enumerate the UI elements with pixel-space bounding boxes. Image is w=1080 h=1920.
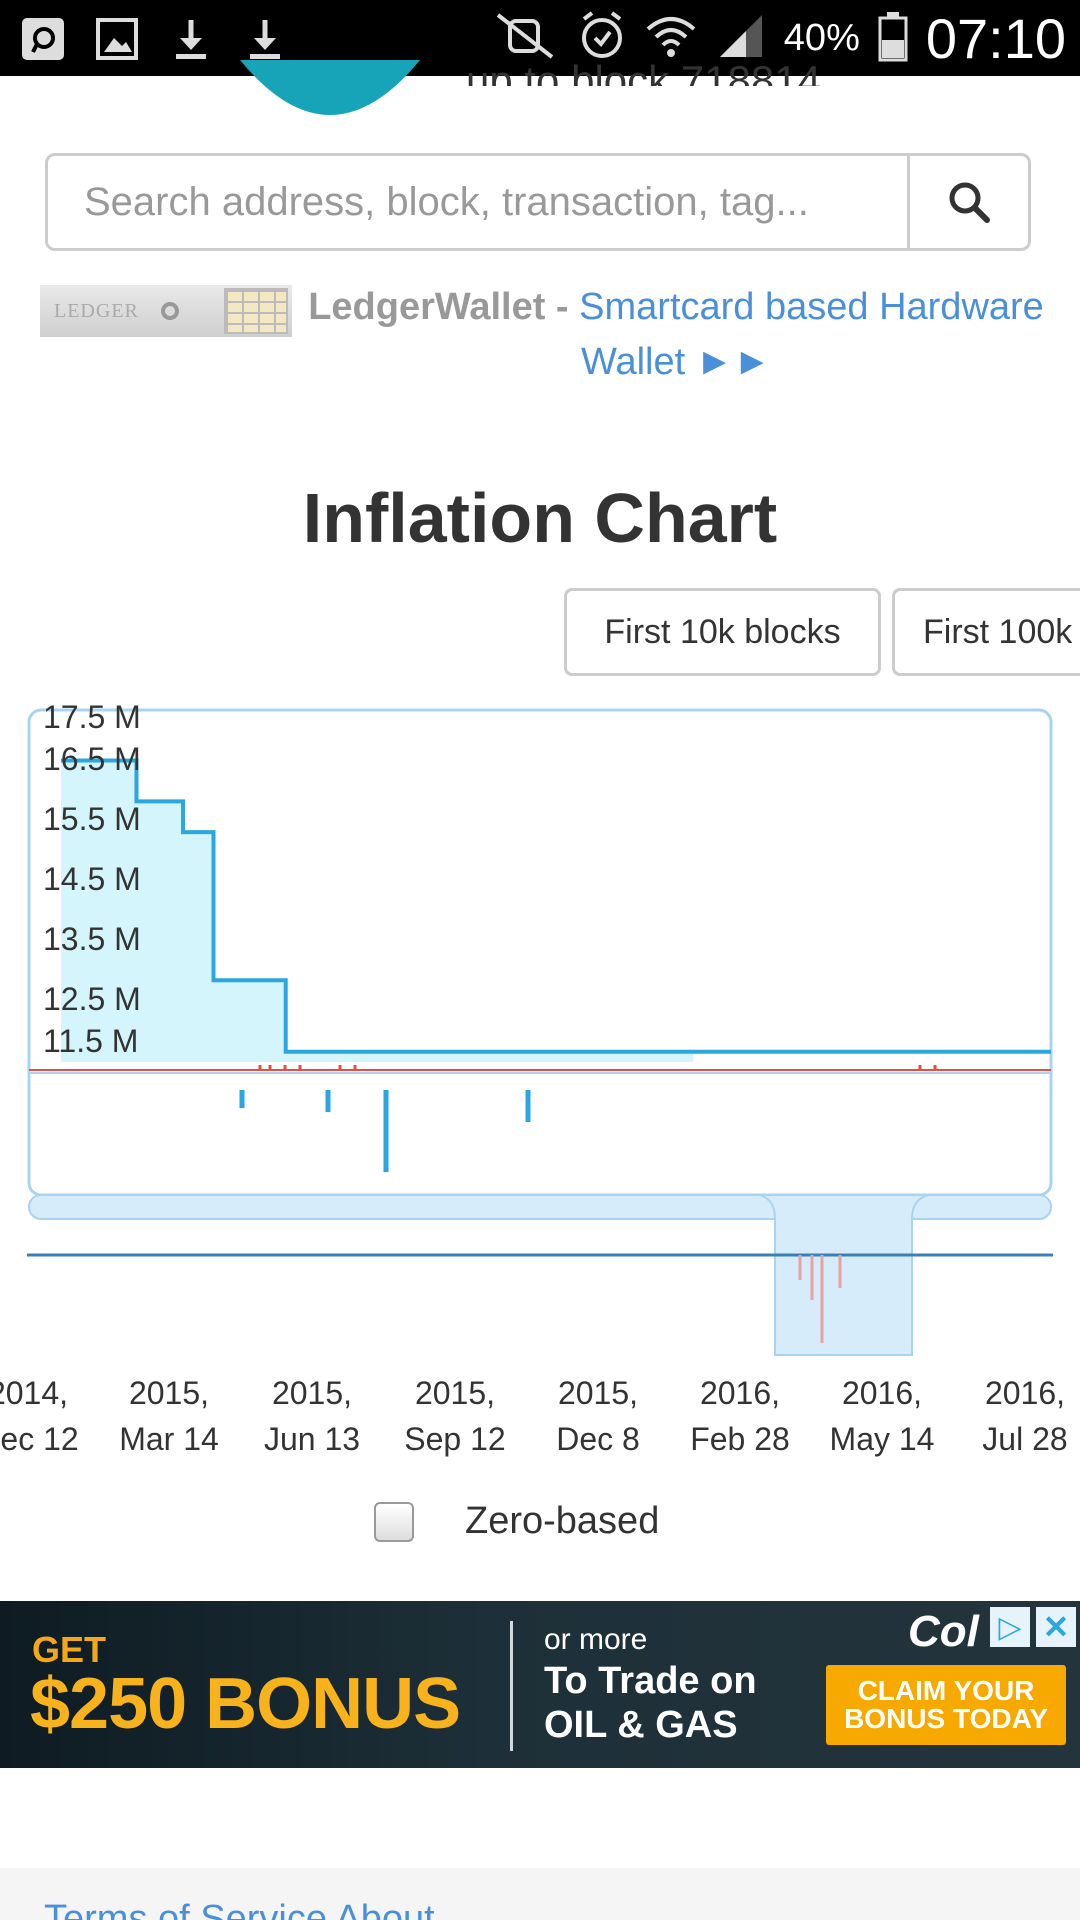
search-icon: [949, 182, 990, 223]
x-tick-label-line: 2016,: [699, 1375, 781, 1411]
ad-divider: [510, 1621, 513, 1751]
y-tick-label: 11.5 M: [43, 1023, 138, 1059]
site-logo[interactable]: [240, 60, 420, 116]
wifi-icon: [644, 11, 698, 66]
download-icon: [166, 14, 216, 64]
notification-icons: [18, 14, 290, 64]
x-tick-label-line: Dec 12: [0, 1421, 79, 1457]
zero-based-label: Zero-based: [465, 1500, 660, 1542]
ledger-ad-text: LedgerWallet - Smartcard based Hardware …: [302, 280, 1050, 390]
first-100k-blocks-button[interactable]: First 100k blocks: [892, 588, 1080, 676]
x-tick-label-line: 2015,: [128, 1375, 210, 1411]
x-tick-label: 2016, Feb 28: [670, 1370, 810, 1462]
ad-brand: Col: [908, 1607, 979, 1656]
ledger-separator: -: [545, 286, 580, 328]
y-tick-label: 14.5 M: [43, 861, 141, 897]
footer-links[interactable]: Terms of Service About: [44, 1898, 435, 1920]
system-status: 40% 07:10: [490, 0, 1066, 76]
x-tick-label: 2015, Jun 13: [242, 1370, 382, 1462]
footer: Terms of Service About: [0, 1868, 1080, 1920]
x-tick-label-line: 2016,: [984, 1375, 1066, 1411]
inflation-chart: 17.5 M 16.5 M 15.5 M 14.5 M 13.5 M 12.5 M 11.5…: [27, 700, 1053, 1356]
x-tick-label: 2016, Jul 28: [955, 1370, 1080, 1462]
messenger-icon: [18, 14, 68, 64]
ad-claim-button[interactable]: CLAIM YOUR BONUS TODAY: [826, 1665, 1066, 1745]
y-tick-label: 16.5 M: [43, 741, 141, 777]
zero-based-checkbox[interactable]: [374, 1502, 414, 1542]
navigator-selection: [759, 1194, 929, 1356]
y-tick-label: 13.5 M: [43, 921, 141, 957]
x-tick-label-line: Dec 8: [556, 1421, 640, 1457]
search-bar: [45, 153, 1031, 251]
ad-or-more: or more: [544, 1623, 648, 1656]
x-axis-labels: 2014, Dec 12 2015, Mar 14 2015, Jun 13 2015, Se…: [0, 1370, 1080, 1470]
ad-trade-line2: OIL & GAS: [544, 1704, 738, 1746]
ledger-ring-icon: [160, 302, 179, 320]
ad-cta-line2: BONUS TODAY: [844, 1703, 1048, 1734]
ledger-logo[interactable]: LEDGER: [40, 285, 292, 337]
x-tick-label-line: 2015,: [271, 1375, 353, 1411]
search-input[interactable]: [48, 156, 907, 248]
battery-percent: 40%: [783, 16, 860, 59]
ad-trade-line1: To Trade on: [544, 1660, 757, 1702]
signal-icon: [716, 11, 766, 66]
ledger-brand: LedgerWallet: [308, 286, 546, 328]
download-icon: [240, 14, 290, 64]
x-tick-label: 2015, Sep 12: [385, 1370, 525, 1462]
x-tick-label: 2015, Dec 8: [528, 1370, 668, 1462]
x-tick-label-line: 2015,: [557, 1375, 639, 1411]
x-tick-label: 2015, Mar 14: [99, 1370, 239, 1462]
ad-cta-line1: CLAIM YOUR: [857, 1675, 1035, 1706]
image-icon: [92, 14, 142, 64]
ledger-ad-link[interactable]: Smartcard based Hardware Wallet ►►: [579, 286, 1044, 383]
alarm-icon: [578, 10, 626, 66]
ledger-card-icon: [224, 288, 288, 334]
page-title: Inflation Chart: [302, 479, 778, 557]
x-tick-label-line: Sep 12: [404, 1421, 506, 1457]
banner-ad[interactable]: GET $250 BONUS or more To Trade on OIL &…: [0, 1601, 1080, 1768]
ad-trade-text: To Trade on OIL & GAS: [544, 1659, 757, 1747]
status-bar: 40% 07:10: [0, 0, 1080, 76]
ad-close-icon[interactable]: ✕: [1036, 1607, 1076, 1647]
x-tick-label-line: Jul 28: [982, 1421, 1068, 1457]
ad-choices-icon[interactable]: ▷: [990, 1607, 1030, 1647]
x-tick-label-line: Mar 14: [119, 1421, 219, 1457]
x-tick-label-line: Jun 13: [263, 1421, 361, 1457]
mute-icon: [490, 11, 560, 66]
x-tick-label-line: 2016,: [841, 1375, 923, 1411]
block-height-tagline: up to block 718814: [466, 57, 821, 86]
y-tick-label: 17.5 M: [43, 700, 141, 735]
checkbox-box[interactable]: [374, 1502, 414, 1542]
ad-get-text: GET: [32, 1629, 107, 1670]
x-tick-label: 2016, May 14: [812, 1370, 952, 1462]
x-tick-label-line: Feb 28: [690, 1421, 790, 1457]
y-tick-label: 12.5 M: [43, 981, 141, 1017]
clock: 07:10: [925, 6, 1066, 70]
ad-bonus-text: $250 BONUS: [30, 1664, 461, 1744]
battery-icon: [878, 10, 908, 67]
x-tick-label-line: May 14: [829, 1421, 935, 1457]
series-line: [61, 758, 1051, 1054]
ledger-logo-text: LEDGER: [54, 299, 139, 322]
y-tick-label: 15.5 M: [43, 801, 141, 837]
x-tick-label-line: 2015,: [414, 1375, 496, 1411]
x-tick-label: 2014, Dec 12: [0, 1370, 98, 1462]
search-button[interactable]: [907, 156, 1028, 248]
x-tick-label-line: 2014,: [0, 1375, 69, 1411]
first-10k-blocks-button[interactable]: First 10k blocks: [564, 588, 881, 676]
series-area: [61, 760, 694, 1062]
